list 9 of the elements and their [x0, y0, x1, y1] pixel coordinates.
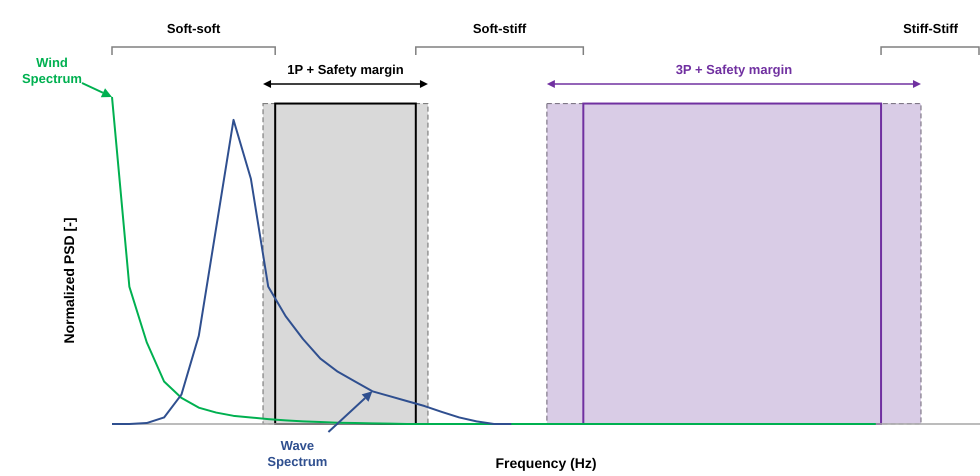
text: Wave Spectrum [267, 438, 328, 469]
text: 1P + Safety margin [287, 62, 404, 77]
text: Soft-soft [166, 21, 221, 36]
x-axis-title: Frequency (Hz) [495, 455, 597, 471]
text: Stiff-Stiff [903, 21, 959, 36]
y-axis-title: Normalized PSD [-] [61, 217, 77, 344]
text: Soft-stiff [472, 21, 527, 36]
text: 3P + Safety margin [676, 62, 792, 77]
text: Wind Spectrum [22, 55, 82, 86]
